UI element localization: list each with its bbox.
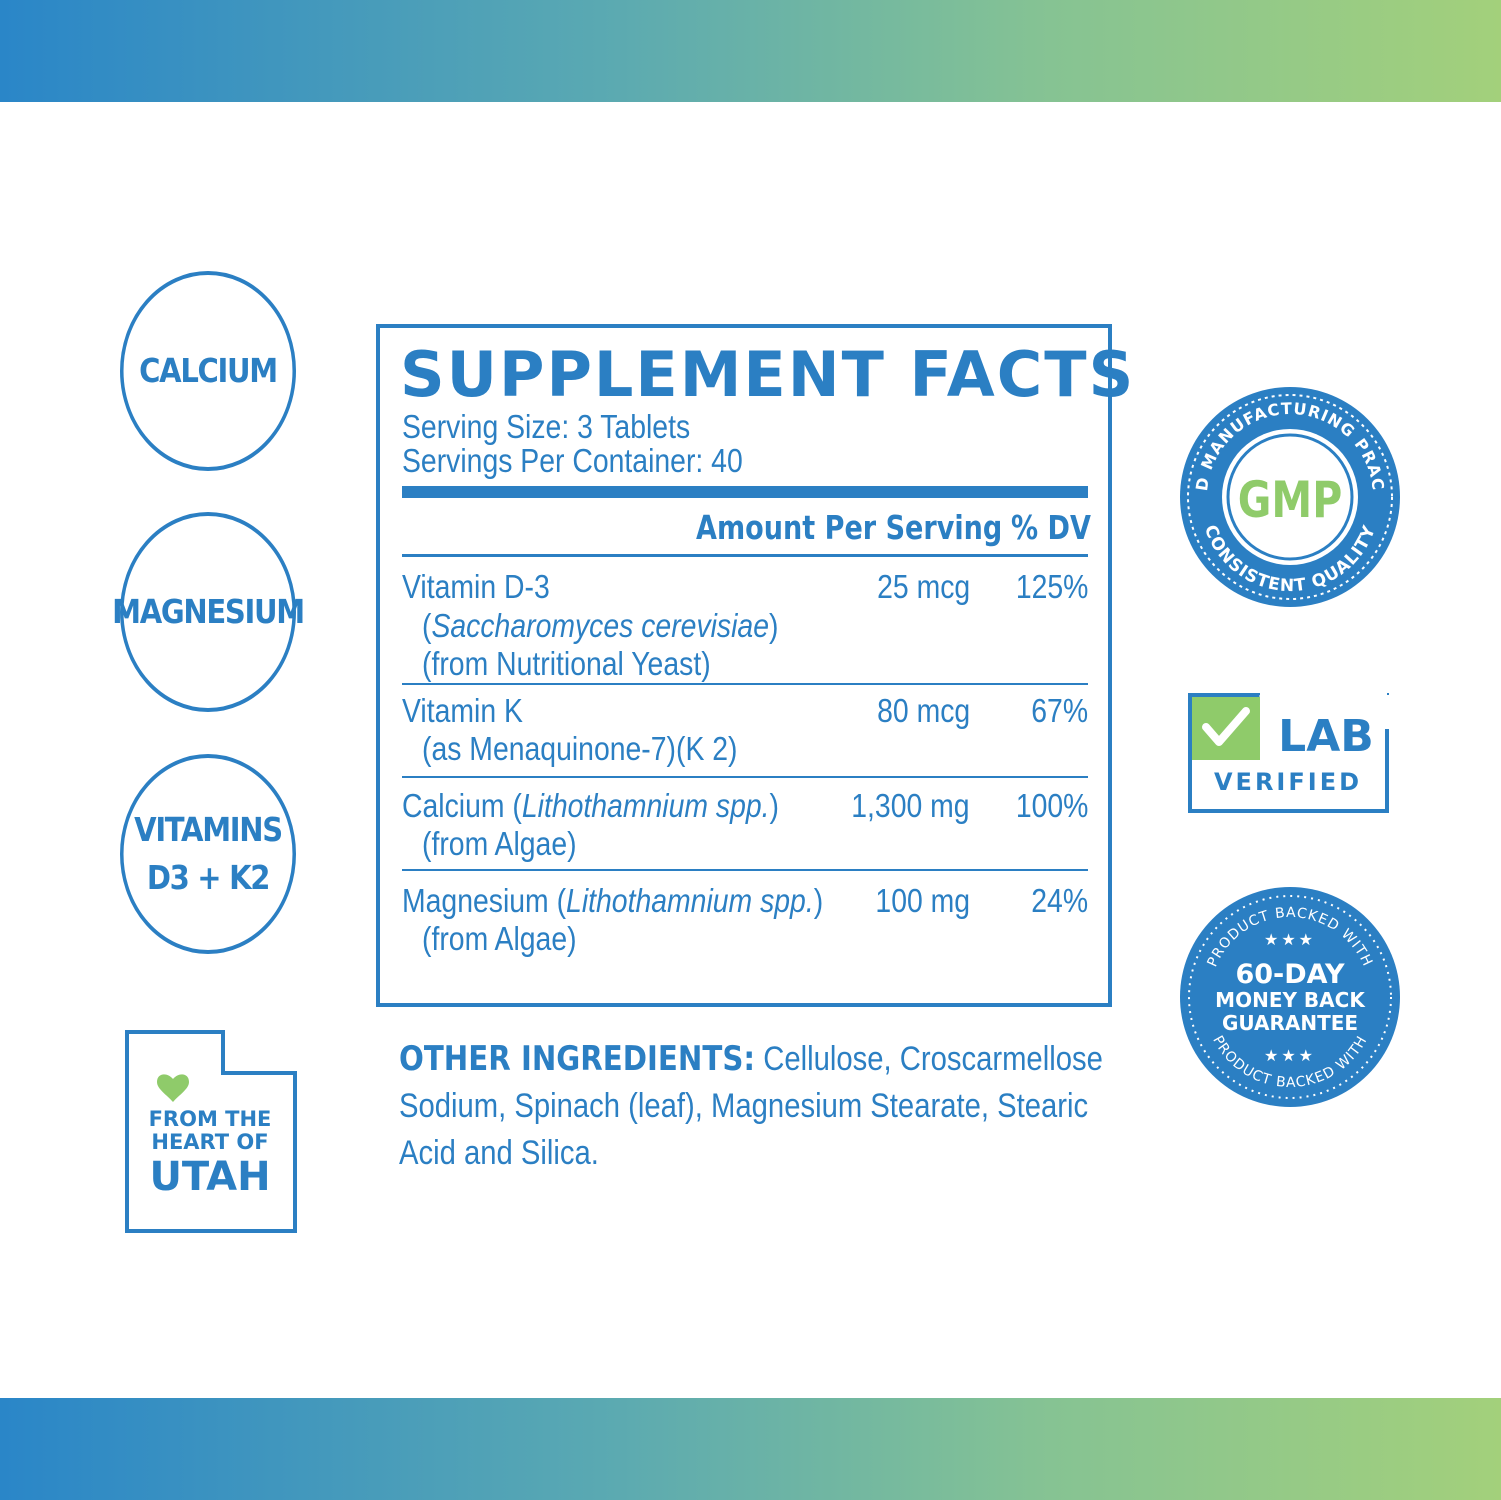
stars-bottom: ★★★ [1264,1046,1316,1065]
money-back-guarantee-seal: PRODUCT BACKED WITH PRODUCT BACKED WITH … [1180,887,1400,1107]
nutrient-dv: 125% [1015,568,1088,605]
nutrient-name: Calcium (Lithothamnium spp.) [402,787,779,824]
nutrient-amount: 100 mg [875,882,970,919]
heart-icon [157,1074,189,1102]
thick-divider [402,486,1088,498]
other-ingredients-text: Cellulose, Croscarmellose Sodium, Spinac… [399,1040,1103,1172]
circle-label: VITAMINS [134,810,283,849]
nutrient-dv: 100% [1015,787,1088,824]
lab-line-2: VERIFIED [1214,768,1362,796]
row-divider [402,683,1088,685]
circle-label: MAGNESIUM [112,592,305,631]
stars-top: ★★★ [1264,930,1316,949]
row-divider [402,869,1088,871]
row-divider [402,776,1088,778]
servings-per-container: Servings Per Container: 40 [402,442,743,479]
utah-line-3: UTAH [149,1154,270,1200]
nutrient-name: Vitamin K [402,692,523,729]
nutrient-amount: 25 mcg [876,568,970,605]
top-gradient-band [0,0,1501,102]
serving-size: Serving Size: 3 Tablets [402,408,691,445]
vitamins-circle-badge: VITAMINS D3 + K2 [120,754,296,954]
gmp-center-text: GMP [1238,471,1342,529]
nutrient-source: (from Algae) [422,920,577,957]
nutrient-dv: 24% [1031,882,1088,919]
supplement-facts-panel: SUPPLEMENT FACTS Serving Size: 3 Tablets… [376,324,1133,1007]
circle-label: D3 + K2 [146,858,271,897]
column-header-dv: % DV [1011,508,1091,547]
lab-verified-badge: LAB VERIFIED [1188,693,1389,813]
nutrient-source: (Saccharomyces cerevisiae) [422,607,779,644]
utah-line-2: HEART OF [151,1130,268,1154]
money-line-2: MONEY BACK [1215,988,1366,1012]
checkmark-icon [1202,707,1250,746]
nutrient-dv: 67% [1031,692,1088,729]
other-ingredients-label: OTHER INGREDIENTS: [399,1039,756,1079]
circle-label: CALCIUM [139,351,278,390]
magnesium-circle-badge: MAGNESIUM [112,512,305,712]
nutrient-source: (as Menaquinone-7)(K 2) [422,730,738,767]
other-ingredients: OTHER INGREDIENTS: Cellulose, Croscarmel… [399,1036,1103,1177]
calcium-circle-badge: CALCIUM [120,271,296,471]
bottom-gradient-band [0,1398,1501,1500]
nutrient-name: Magnesium (Lithothamnium spp.) [402,882,824,919]
nutrient-amount: 80 mcg [876,692,970,729]
nutrient-source: (from Algae) [422,825,577,862]
utah-state-badge: FROM THE HEART OF UTAH [125,1030,297,1233]
nutrient-source: (from Nutritional Yeast) [422,645,711,682]
lab-line-1: LAB [1278,711,1374,762]
gmp-seal: GOOD MANUFACTURING PRACTICE CONSISTENT Q… [1177,384,1400,607]
header-divider [402,554,1088,557]
utah-line-1: FROM THE [149,1107,272,1131]
nutrient-name: Vitamin D-3 [402,568,550,605]
panel-title: SUPPLEMENT FACTS [400,338,1136,411]
column-header-amount: Amount Per Serving [696,508,1003,547]
money-line-1: 60-DAY [1235,959,1345,990]
nutrient-amount: 1,300 mg [851,787,970,824]
money-line-3: GUARANTEE [1222,1011,1358,1035]
